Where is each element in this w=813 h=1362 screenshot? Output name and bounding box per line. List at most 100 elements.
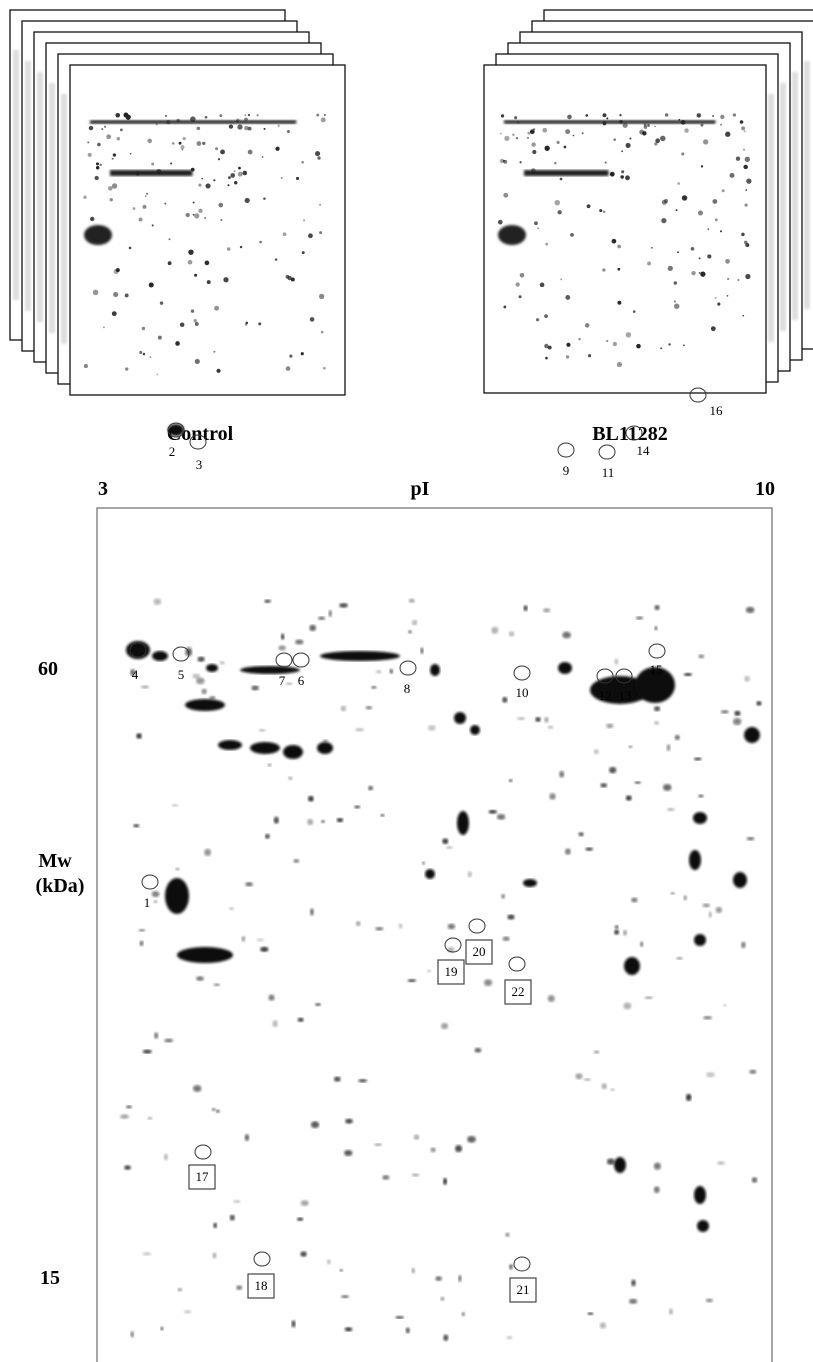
gel-dot (148, 282, 154, 288)
protein-spot (283, 745, 303, 759)
gel-dot (187, 259, 193, 265)
gel-edge (25, 61, 31, 311)
gel-dot (529, 129, 535, 135)
gel-dot (244, 323, 248, 326)
gel-dot (157, 335, 162, 340)
protein-spot (136, 733, 142, 739)
protein-spot (744, 727, 760, 743)
gel-dot (83, 364, 88, 369)
protein-spot (558, 662, 572, 674)
protein-spot (441, 1022, 449, 1030)
gel-dot (668, 343, 671, 346)
protein-spot (593, 749, 599, 755)
gel-dot (309, 317, 315, 322)
gel-dot (743, 130, 746, 133)
gel-dot (530, 168, 536, 174)
protein-spot (483, 979, 493, 986)
gel-dot (725, 258, 730, 264)
protein-spot (447, 923, 456, 930)
gel-dot (683, 344, 685, 347)
gel-dot (726, 294, 729, 297)
gel-dot (707, 228, 710, 231)
mw-label: (kDa) (36, 875, 85, 897)
gel-dot (287, 275, 292, 281)
protein-spot (606, 723, 614, 729)
gel-dot (742, 314, 745, 317)
protein-spot (130, 669, 136, 676)
gel-streak (90, 120, 297, 124)
protein-spot (354, 805, 361, 809)
gel-dot (691, 270, 696, 276)
gel-dot (714, 218, 718, 222)
gel-dot (632, 310, 636, 313)
protein-spot (147, 1117, 153, 1120)
protein-spot (644, 996, 654, 1000)
gel-dot (295, 176, 300, 181)
spot-circle (596, 668, 614, 684)
protein-spot (240, 666, 300, 674)
gel-dot (111, 311, 117, 317)
gel-dot (97, 142, 101, 147)
gel-dot (533, 128, 536, 131)
gel-dot (223, 277, 229, 283)
protein-spot (258, 728, 266, 732)
gel-dot (717, 302, 721, 306)
gel-dot (242, 170, 248, 176)
protein-spot (496, 813, 506, 820)
gel-dot (499, 132, 502, 135)
gel-dot (171, 142, 175, 145)
gel-dot (554, 199, 561, 206)
protein-spot (244, 1134, 250, 1142)
protein-spot (365, 706, 373, 710)
gel-dot (727, 277, 730, 281)
gel-dot (319, 203, 321, 206)
gel-dot (743, 148, 746, 151)
protein-spot (744, 675, 751, 682)
gel-dot (290, 277, 295, 282)
gel-dot (674, 303, 680, 309)
gel-dot (572, 134, 575, 137)
gel-dot (654, 125, 656, 128)
protein-spot (256, 938, 264, 942)
gel-dot (698, 257, 701, 260)
spot-circle (275, 652, 293, 668)
protein-spot (411, 619, 418, 626)
spot-label: 7 (279, 673, 286, 688)
gel-dot (289, 354, 293, 358)
protein-spot (593, 1050, 600, 1054)
gel-dot (320, 330, 324, 334)
gel-dot (700, 165, 704, 168)
gel-dot (526, 136, 530, 139)
gel-dot (237, 124, 243, 130)
gel-spots (120, 424, 762, 1341)
gel-dot (617, 300, 622, 305)
gel-dot (620, 175, 624, 179)
protein-spot (421, 861, 426, 865)
gel-dot (259, 240, 262, 244)
protein-spot (196, 976, 204, 981)
protein-spot (233, 1199, 241, 1204)
gel-dot (244, 197, 250, 204)
gel-dot (619, 120, 623, 124)
gel-dot (739, 120, 744, 124)
protein-spot (321, 820, 325, 823)
protein-spot (358, 1079, 368, 1083)
gel-dot (602, 268, 606, 272)
protein-spot (517, 717, 526, 721)
protein-spot (219, 660, 225, 665)
gel-dot (94, 175, 99, 181)
spot-circle (689, 387, 707, 403)
spot-circle (172, 646, 190, 662)
protein-spot (268, 994, 275, 1001)
gel-dot (194, 213, 200, 219)
protein-spot (250, 742, 280, 754)
gel-dot (190, 167, 195, 172)
spot-label: 15 (650, 662, 663, 677)
gel-edge (49, 83, 55, 333)
gel-dot (681, 195, 688, 201)
protein-spot (609, 766, 617, 774)
panel-label: BL11282 (592, 423, 668, 445)
gel-dot (539, 282, 545, 288)
gel-dot (707, 254, 712, 259)
gel-dot (622, 122, 628, 128)
